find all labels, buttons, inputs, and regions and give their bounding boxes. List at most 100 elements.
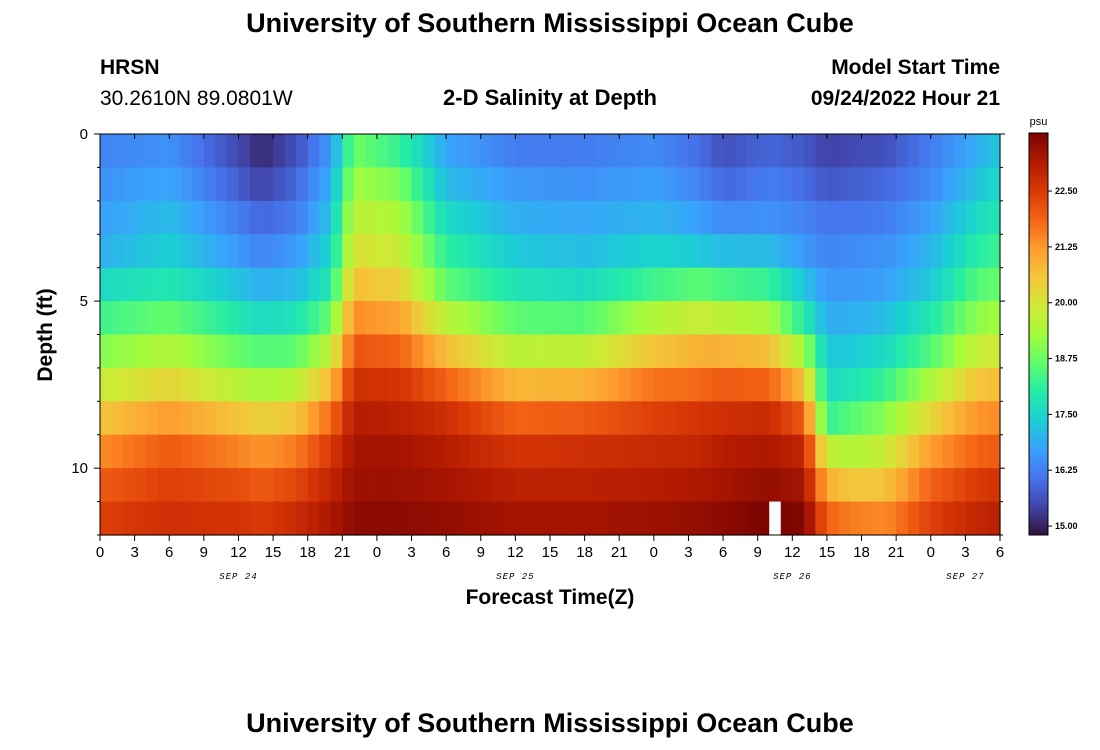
heatmap-cell [457, 367, 470, 402]
heatmap-cell [861, 167, 874, 202]
heatmap-cell [780, 200, 793, 235]
heatmap-cell [942, 267, 955, 302]
heatmap-cell [711, 267, 724, 302]
heatmap-cell [850, 200, 863, 235]
heatmap-cell [838, 434, 851, 469]
heatmap-cell [873, 434, 886, 469]
heatmap-cell [192, 367, 205, 402]
heatmap-cell [561, 367, 574, 402]
heatmap-cell [907, 200, 920, 235]
heatmap-cell [469, 434, 482, 469]
heatmap-cell [596, 401, 609, 436]
heatmap-cell [203, 234, 216, 269]
x-tick-label: 3 [684, 544, 692, 561]
heatmap-cell [157, 234, 170, 269]
y-axis: 0 5 10 [71, 126, 1005, 536]
heatmap-cell [388, 367, 401, 402]
heatmap-cell [561, 301, 574, 336]
heatmap-cell [988, 334, 1001, 369]
heatmap-cell [480, 167, 493, 202]
heatmap-cell [515, 167, 528, 202]
heatmap-cell [676, 367, 690, 402]
heatmap-cell [492, 267, 505, 302]
heatmap-cell [676, 167, 690, 202]
heatmap-cell [607, 234, 620, 269]
y-tick-label: 10 [71, 460, 88, 477]
heatmap-cell [215, 234, 228, 269]
heatmap-cell [342, 501, 355, 536]
heatmap-cell [596, 234, 609, 269]
heatmap-cell [538, 501, 551, 536]
heatmap-cell [123, 301, 136, 336]
model-start-value: 09/24/2022 Hour 21 [810, 87, 1000, 110]
heatmap-cell [896, 334, 909, 369]
heatmap-cell [169, 134, 182, 169]
heatmap-cell [700, 267, 713, 302]
salinity-heatmap-chart: 0 3 6 9 12 15 18 21 0 3 6 9 12 15 18 21 0 3 6 9 12 15 18 21 0 3 6 S… [34, 116, 1078, 609]
heatmap-cell [630, 200, 643, 235]
heatmap-cell [134, 167, 147, 202]
heatmap-cell [896, 434, 909, 469]
heatmap-cell [619, 434, 632, 469]
heatmap-cell [123, 434, 136, 469]
heatmap-cell [561, 334, 574, 369]
heatmap-cell [723, 367, 736, 402]
heatmap-cell [123, 267, 136, 302]
heatmap-cell [642, 401, 655, 436]
heatmap-cell [538, 134, 551, 169]
heatmap-cell [619, 501, 632, 536]
heatmap-cell [226, 468, 240, 503]
heatmap-cell [100, 501, 113, 536]
heatmap-cell [330, 301, 343, 336]
heatmap-cell [711, 434, 724, 469]
heatmap-cell [619, 401, 632, 436]
heatmap-cell [780, 434, 793, 469]
heatmap-cell [746, 501, 759, 536]
heatmap-cell [642, 301, 655, 336]
heatmap-cell [400, 501, 413, 536]
heatmap-cell [711, 367, 724, 402]
heatmap-cell [480, 434, 493, 469]
heatmap-cell [965, 267, 978, 302]
heatmap-cell [711, 234, 724, 269]
heatmap-cell [734, 501, 747, 536]
heatmap-cell [884, 200, 897, 235]
heatmap-cell [861, 234, 874, 269]
heatmap-cell [861, 267, 874, 302]
heatmap-cell [953, 167, 966, 202]
heatmap-cell [469, 468, 482, 503]
heatmap-cell [492, 334, 505, 369]
heatmap-cell [988, 167, 1001, 202]
heatmap-cell [907, 167, 920, 202]
heatmap-cell [688, 434, 701, 469]
heatmap-cell [192, 200, 205, 235]
x-tick-label: 9 [477, 544, 485, 561]
heatmap-cell [711, 401, 724, 436]
heatmap-cell [688, 234, 701, 269]
heatmap-cell [423, 267, 436, 302]
heatmap-cell [273, 401, 286, 436]
heatmap-cell [584, 501, 597, 536]
heatmap-cell [826, 434, 840, 469]
heatmap-cell [169, 468, 182, 503]
heatmap-cell [815, 334, 828, 369]
heatmap-cell [238, 267, 251, 302]
heatmap-cell [769, 267, 782, 302]
heatmap-cell [342, 468, 355, 503]
heatmap-cell [688, 267, 701, 302]
heatmap-cell [665, 468, 678, 503]
heatmap-cell [376, 267, 390, 302]
heatmap-cell [503, 167, 516, 202]
heatmap-cell [965, 401, 978, 436]
heatmap-cell [226, 200, 240, 235]
heatmap-cell [526, 134, 540, 169]
heatmap-cell [988, 134, 1001, 169]
heatmap-cell [192, 301, 205, 336]
heatmap-cell [169, 301, 182, 336]
heatmap-cell [653, 134, 666, 169]
heatmap-cell [157, 501, 170, 536]
heatmap-cell [953, 134, 966, 169]
heatmap-cell [573, 468, 586, 503]
heatmap-cell [307, 167, 320, 202]
heatmap-cell [342, 200, 355, 235]
